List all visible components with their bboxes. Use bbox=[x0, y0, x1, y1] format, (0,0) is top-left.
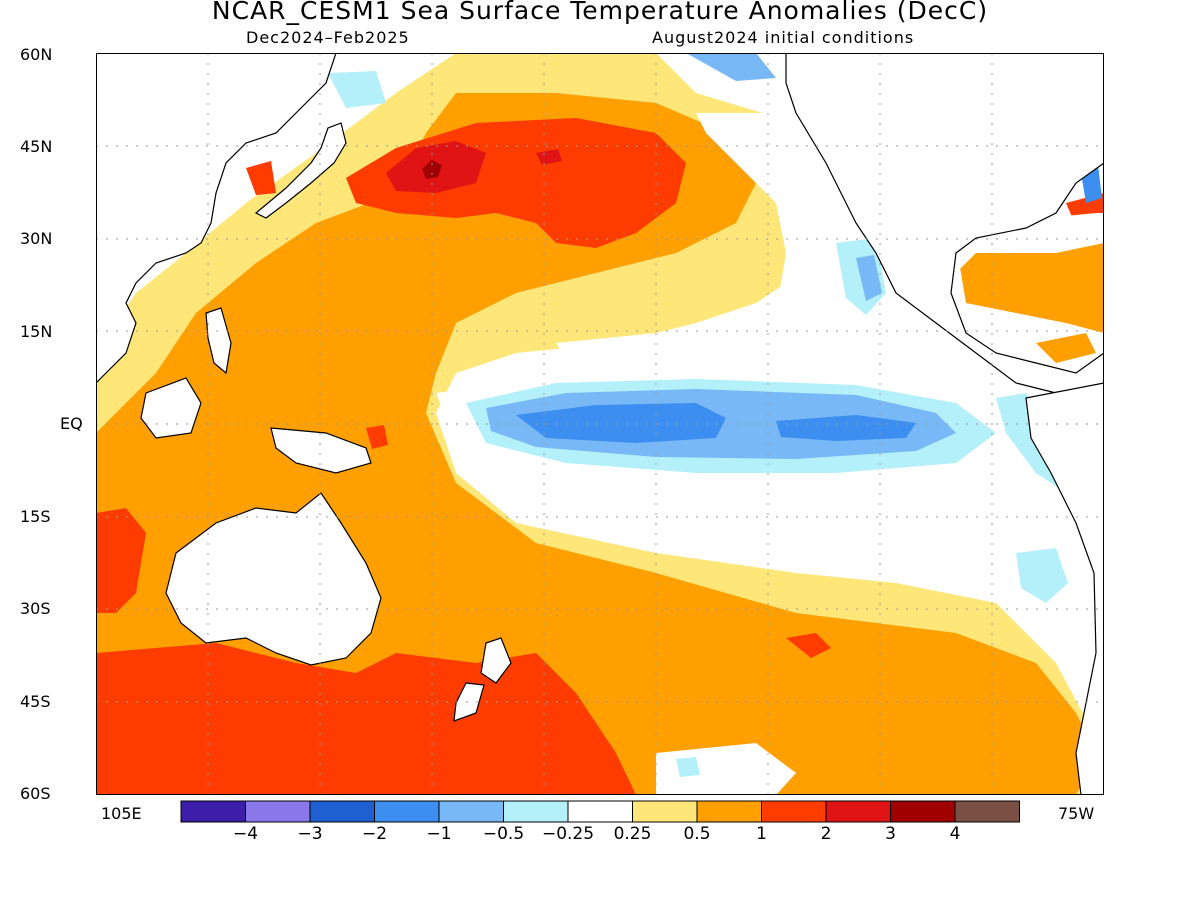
lat-label-60s: 60S bbox=[20, 784, 51, 803]
japan-landmass bbox=[254, 122, 347, 219]
colorbar-tick-label: −3 bbox=[297, 824, 323, 844]
colorbar-tick-label: 2 bbox=[820, 824, 832, 844]
colorbar-segment bbox=[761, 800, 827, 823]
colorbar-tick-label: −2 bbox=[361, 824, 388, 844]
colorbar-tick-label: −0.25 bbox=[541, 824, 595, 844]
colorbar bbox=[180, 800, 1020, 823]
colorbar-segment bbox=[374, 800, 440, 823]
colorbar-segment bbox=[438, 800, 504, 823]
initial-conditions: August2024 initial conditions bbox=[652, 28, 915, 47]
new-guinea-landmass bbox=[270, 427, 372, 474]
colorbar-tick-label: 0.5 bbox=[683, 824, 711, 844]
colorbar-tick-label: 0.25 bbox=[613, 824, 652, 844]
colorbar-tick-label: 3 bbox=[885, 824, 896, 844]
lon-label-east: 75W bbox=[1058, 804, 1095, 823]
borneo-landmass bbox=[140, 377, 202, 439]
lat-label-15n: 15N bbox=[20, 322, 53, 341]
colorbar-segment bbox=[309, 800, 375, 823]
colorbar-segment bbox=[825, 800, 891, 823]
philippines-landmass bbox=[205, 307, 232, 375]
asia-landmass bbox=[96, 53, 337, 384]
colorbar-segment bbox=[954, 800, 1020, 823]
colorbar-tick-label: −1 bbox=[426, 824, 452, 844]
colorbar-tick-label: 1 bbox=[756, 824, 767, 844]
colorbar-tick-label: 4 bbox=[949, 824, 961, 844]
colorbar-segment bbox=[696, 800, 762, 823]
lat-label-45s: 45S bbox=[20, 692, 51, 711]
lat-label-eq: EQ bbox=[60, 414, 83, 433]
lat-label-60n: 60N bbox=[20, 45, 53, 64]
sst-anomaly-map bbox=[96, 53, 1104, 795]
colorbar-tick-label: −4 bbox=[232, 824, 259, 844]
colorbar-segment bbox=[890, 800, 956, 823]
forecast-period: Dec2024–Feb2025 bbox=[246, 28, 410, 47]
lon-label-west: 105E bbox=[101, 804, 142, 823]
colorbar-segment bbox=[245, 800, 311, 823]
graticule bbox=[96, 53, 1104, 795]
new-zealand-landmass bbox=[480, 637, 512, 684]
land-masses bbox=[96, 53, 1104, 795]
colorbar-segment bbox=[180, 800, 246, 823]
lat-label-45n: 45N bbox=[20, 137, 53, 156]
colorbar-tick-label: −0.5 bbox=[482, 824, 525, 844]
colorbar-segment bbox=[632, 800, 698, 823]
australia-landmass bbox=[165, 492, 382, 666]
colorbar-segment bbox=[567, 800, 633, 823]
colorbar-segment bbox=[503, 800, 569, 823]
map-frame bbox=[96, 53, 1104, 795]
lat-label-30s: 30S bbox=[20, 599, 51, 618]
south-america-landmass bbox=[1025, 382, 1104, 795]
new-zealand-south-landmass bbox=[453, 682, 485, 722]
lat-label-30n: 30N bbox=[20, 229, 53, 248]
map-title: NCAR_CESM1 Sea Surface Temperature Anoma… bbox=[211, 0, 989, 25]
lat-label-15s: 15S bbox=[20, 507, 51, 526]
north-america-landmass bbox=[785, 53, 1104, 399]
